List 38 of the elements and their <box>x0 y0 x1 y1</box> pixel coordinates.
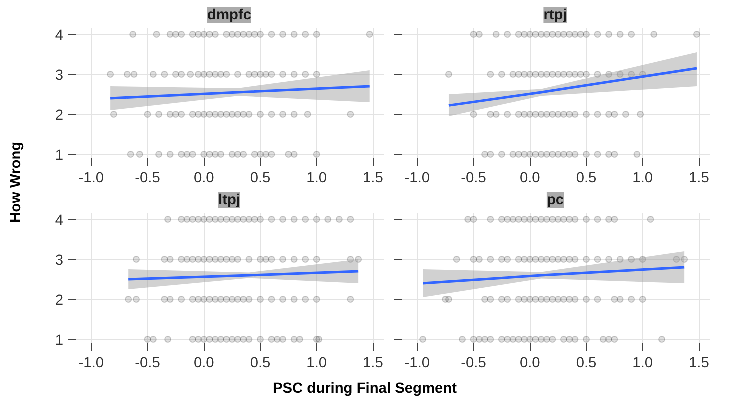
chart-title: dmpfc <box>208 8 252 24</box>
x-tick-label: 0.5 <box>250 356 271 372</box>
x-tick-label: 1.0 <box>632 356 654 372</box>
x-tick-label: -1.0 <box>78 356 104 372</box>
x-tick-label: 1.0 <box>306 170 328 186</box>
x-tick-label: 0.0 <box>194 356 214 372</box>
y-tick-label: 3 <box>55 253 64 269</box>
y-tick-label: 3 <box>55 68 64 84</box>
x-tick-label: 0.0 <box>520 356 540 372</box>
y-tick-label: 4 <box>55 28 64 44</box>
y-tick-label: 1 <box>55 148 64 164</box>
x-axis-title: PSC during Final Segment <box>272 380 458 399</box>
x-tick-label: 1.5 <box>363 356 384 372</box>
chart-title: ltpj <box>218 192 240 208</box>
x-tick-label: 1.5 <box>689 356 710 372</box>
y-tick-label: 4 <box>55 213 64 229</box>
x-tick-label: 1.0 <box>632 170 654 186</box>
x-tick-label: -0.5 <box>461 170 486 186</box>
x-tick-label: 0.0 <box>194 170 214 186</box>
x-tick-label: -0.5 <box>135 356 160 372</box>
y-axis-title: How Wrong <box>8 141 26 223</box>
y-tick-label: 2 <box>55 293 64 309</box>
y-tick-label: 1 <box>55 333 64 349</box>
chart-title: pc <box>546 192 564 208</box>
x-tick-label: -0.5 <box>461 356 486 372</box>
chart-title: rtpj <box>544 8 568 24</box>
x-tick-label: 1.5 <box>689 170 710 186</box>
x-tick-label: 0.5 <box>576 356 597 372</box>
x-tick-label: 1.5 <box>363 170 384 186</box>
x-tick-label: 0.5 <box>250 170 271 186</box>
x-tick-label: 0.5 <box>576 170 597 186</box>
x-tick-label: -0.5 <box>135 170 160 186</box>
x-tick-label: -1.0 <box>404 170 430 186</box>
x-tick-label: -1.0 <box>78 170 104 186</box>
y-tick-label: 2 <box>55 108 64 124</box>
x-tick-label: -1.0 <box>404 356 430 372</box>
x-tick-label: 0.0 <box>520 170 540 186</box>
x-tick-label: 1.0 <box>306 356 328 372</box>
